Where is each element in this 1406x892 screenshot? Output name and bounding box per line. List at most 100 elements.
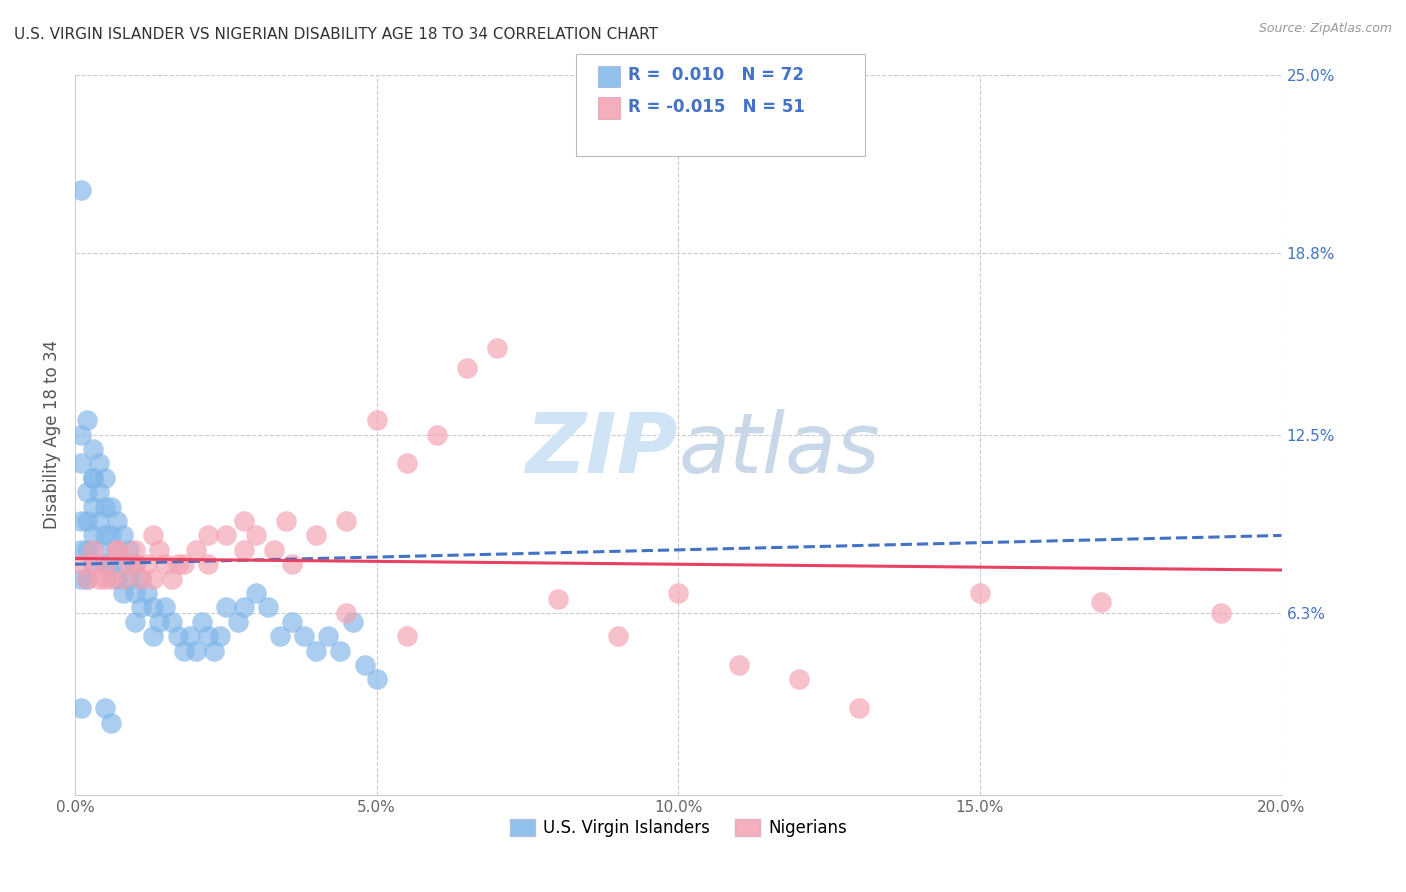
Point <box>124 542 146 557</box>
Point <box>329 643 352 657</box>
Point <box>148 615 170 629</box>
Point <box>281 558 304 572</box>
Point <box>70 558 93 572</box>
Point <box>100 528 122 542</box>
Point <box>82 558 104 572</box>
Point <box>232 542 254 557</box>
Point <box>136 558 159 572</box>
Point <box>366 413 388 427</box>
Point <box>197 558 219 572</box>
Point <box>232 600 254 615</box>
Point <box>155 600 177 615</box>
Point <box>197 629 219 643</box>
Y-axis label: Disability Age 18 to 34: Disability Age 18 to 34 <box>44 340 60 529</box>
Point <box>89 542 111 557</box>
Point <box>70 183 93 197</box>
Point <box>155 558 177 572</box>
Point <box>142 629 165 643</box>
Point <box>292 629 315 643</box>
Point <box>105 542 128 557</box>
Point <box>89 572 111 586</box>
Point <box>76 542 98 557</box>
Point <box>607 629 630 643</box>
Legend: U.S. Virgin Islanders, Nigerians: U.S. Virgin Islanders, Nigerians <box>503 813 853 844</box>
Point <box>76 514 98 528</box>
Point <box>105 514 128 528</box>
Point <box>76 485 98 500</box>
Point <box>666 586 689 600</box>
Point <box>281 615 304 629</box>
Point <box>232 514 254 528</box>
Text: R = -0.015   N = 51: R = -0.015 N = 51 <box>628 98 806 116</box>
Point <box>94 471 117 485</box>
Point <box>105 572 128 586</box>
Point <box>269 629 291 643</box>
Point <box>215 528 238 542</box>
Point <box>94 558 117 572</box>
Point <box>124 615 146 629</box>
Point <box>547 591 569 606</box>
Point <box>89 485 111 500</box>
Point <box>89 457 111 471</box>
Point <box>1090 595 1112 609</box>
Point <box>105 542 128 557</box>
Point <box>263 542 285 557</box>
Point <box>148 542 170 557</box>
Point <box>76 572 98 586</box>
Point <box>166 629 188 643</box>
Point <box>82 500 104 514</box>
Point <box>318 629 340 643</box>
Point <box>112 572 135 586</box>
Point <box>395 457 418 471</box>
Point <box>131 572 153 586</box>
Point <box>456 361 478 376</box>
Point <box>353 658 375 673</box>
Point <box>848 701 870 715</box>
Point <box>94 558 117 572</box>
Point <box>82 442 104 456</box>
Point <box>100 500 122 514</box>
Point <box>70 514 93 528</box>
Point <box>245 528 267 542</box>
Point <box>112 586 135 600</box>
Point <box>226 615 249 629</box>
Point <box>70 572 93 586</box>
Point <box>208 629 231 643</box>
Text: R =  0.010   N = 72: R = 0.010 N = 72 <box>628 66 804 84</box>
Point <box>118 572 141 586</box>
Point <box>166 558 188 572</box>
Point <box>76 413 98 427</box>
Point <box>76 572 98 586</box>
Point <box>305 528 328 542</box>
Point <box>366 673 388 687</box>
Point <box>1211 606 1233 620</box>
Text: ZIP: ZIP <box>526 409 678 490</box>
Point <box>969 586 991 600</box>
Point <box>142 572 165 586</box>
Point <box>184 542 207 557</box>
Point <box>82 558 104 572</box>
Point <box>100 572 122 586</box>
Point <box>82 471 104 485</box>
Point <box>173 558 195 572</box>
Point <box>197 528 219 542</box>
Point <box>94 500 117 514</box>
Point <box>118 558 141 572</box>
Point <box>131 600 153 615</box>
Point <box>105 542 128 557</box>
Point <box>82 528 104 542</box>
Point <box>202 643 225 657</box>
Point <box>245 586 267 600</box>
Point <box>727 658 749 673</box>
Point <box>82 542 104 557</box>
Point <box>100 715 122 730</box>
Text: atlas: atlas <box>678 409 880 490</box>
Point <box>142 528 165 542</box>
Point <box>787 673 810 687</box>
Point <box>305 643 328 657</box>
Point <box>70 701 93 715</box>
Point <box>124 586 146 600</box>
Point <box>112 528 135 542</box>
Point <box>257 600 280 615</box>
Point <box>190 615 212 629</box>
